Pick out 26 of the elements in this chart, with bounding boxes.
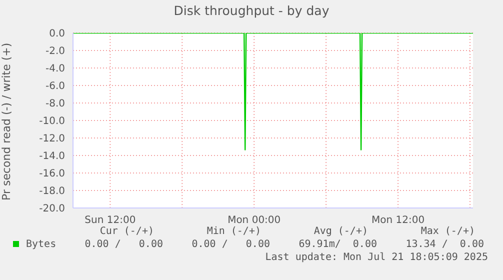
- x-tick-label: Mon 00:00: [228, 215, 281, 226]
- y-axis-title: Pr second read (-) / write (+): [0, 42, 13, 200]
- text: 0.00 / 0.00: [84, 239, 163, 250]
- y-tick-label: -18.0: [39, 186, 65, 198]
- legend-label: Bytes: [25, 239, 56, 250]
- text: Cur (-/+): [98, 226, 154, 237]
- y-tick-label: -4.0: [45, 64, 65, 75]
- y-tick-label: 0.0: [49, 28, 65, 40]
- text: Last update: Mon Jul 21 18:05:09 2025: [264, 252, 489, 265]
- x-tick-label: Sun 12:00: [84, 215, 136, 226]
- y-tick-label: -2.0: [45, 46, 65, 58]
- x-tick-label: Mon 12:00: [371, 215, 425, 226]
- text: 13.34 / 0.00: [404, 239, 484, 250]
- y-tick-label: -16.0: [39, 168, 65, 180]
- y-tick-label: -6.0: [45, 81, 65, 92]
- y-tick-label: -14.0: [39, 151, 65, 162]
- text: Avg (-/+): [312, 226, 368, 237]
- y-tick-label: -8.0: [45, 98, 65, 110]
- y-tick-label: -10.0: [39, 116, 65, 128]
- text: Max (-/+): [420, 226, 475, 237]
- text: 69.91m/ 0.00: [298, 239, 377, 250]
- y-tick-label: -12.0: [39, 134, 65, 145]
- text: 0.00 / 0.00: [190, 239, 270, 250]
- chart-title: Disk throughput - by day: [172, 3, 330, 18]
- text: Min (-/+): [206, 226, 261, 237]
- y-tick-label: -20.0: [39, 204, 65, 215]
